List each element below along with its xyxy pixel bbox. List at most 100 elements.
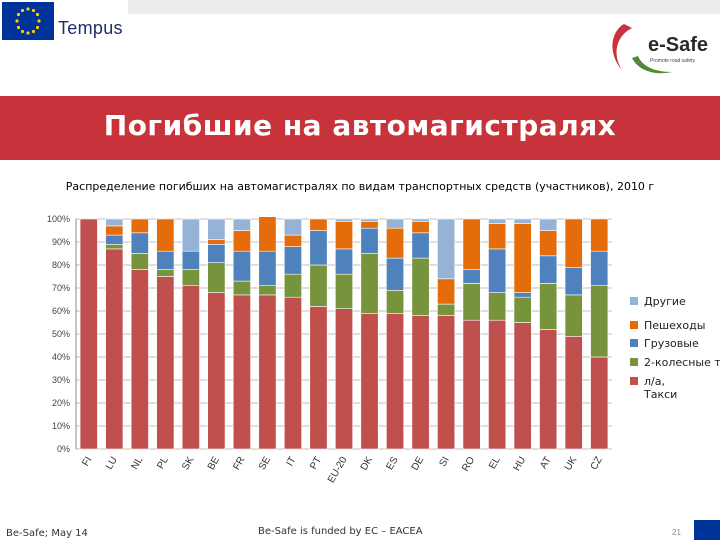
bar-segment <box>360 218 379 222</box>
bar-segment <box>488 292 507 321</box>
bar-segment <box>360 313 379 450</box>
legend-swatch <box>630 358 638 366</box>
x-tick-label: RO <box>460 455 477 474</box>
bar-segment <box>105 248 124 450</box>
bar-segment <box>539 283 558 330</box>
eu-flag-small-icon <box>694 520 720 540</box>
bar-segment <box>232 250 251 282</box>
x-tick-label: ES <box>384 455 400 472</box>
bar-segment <box>488 218 507 224</box>
bar-segment <box>207 218 226 241</box>
page-number: 21 <box>672 528 681 537</box>
bar-segment <box>207 262 226 293</box>
bar-segment <box>462 218 481 270</box>
bar-segment <box>181 285 200 450</box>
bar-segment <box>181 269 200 286</box>
bar-segment <box>335 220 353 250</box>
bar-segment <box>258 216 277 252</box>
bar-segment <box>207 239 226 245</box>
slide-title: Погибшие на автомагистралях <box>103 109 617 142</box>
bar-segment <box>309 306 328 450</box>
bar-segment <box>564 336 583 450</box>
y-tick-label: 40% <box>52 352 70 362</box>
bar-segment <box>258 285 277 296</box>
bar-segment <box>156 218 175 252</box>
bar-segment <box>437 315 456 450</box>
bar-segment <box>130 218 149 234</box>
bar-segment <box>386 218 405 229</box>
legend-swatch <box>630 321 638 329</box>
bar-segment <box>130 253 149 270</box>
bar-segment <box>130 232 149 254</box>
esafe-label: e-Safe <box>648 34 709 56</box>
y-tick-label: 60% <box>52 306 70 316</box>
bar-segment <box>513 296 532 323</box>
bar-segment <box>462 269 481 284</box>
x-tick-label: AT <box>538 455 554 471</box>
bar-segment <box>258 250 277 287</box>
bar-segment <box>539 255 558 284</box>
legend-label: Пешеходы <box>644 319 705 332</box>
bar-segment <box>232 280 251 296</box>
y-tick-label: 20% <box>52 398 70 408</box>
bar-segment <box>335 248 353 275</box>
x-tick-label: NL <box>129 455 145 472</box>
bar-segment <box>335 308 353 450</box>
bar-segment <box>386 290 405 314</box>
legend-swatch <box>630 377 638 385</box>
x-tick-label: PT <box>308 455 324 472</box>
bar-segment <box>283 273 302 298</box>
bar-segment <box>590 285 609 358</box>
bar-segment <box>513 292 532 298</box>
bar-segment <box>105 218 124 227</box>
footer-center: Be-Safe is funded by EC – EACEA <box>258 526 423 537</box>
y-tick-label: 0% <box>57 444 70 454</box>
bar-segment <box>564 266 583 296</box>
bar-segment <box>513 223 532 293</box>
bar-segment <box>360 253 379 314</box>
legend-label: 2-колесные т/с <box>644 356 720 369</box>
x-tick-label: FI <box>80 455 94 468</box>
tempus-label: Tempus <box>58 18 123 38</box>
bar-segment <box>156 250 175 270</box>
bar-segment <box>513 322 532 450</box>
x-tick-label: SI <box>437 455 451 469</box>
x-tick-label: CZ <box>589 455 605 472</box>
bar-segment <box>258 294 277 450</box>
bar-segment <box>181 218 200 252</box>
bar-segment <box>181 250 200 270</box>
bar-segment <box>386 313 405 450</box>
x-tick-label: PL <box>155 455 171 471</box>
eu-flag-icon <box>2 2 54 40</box>
bar-segment <box>360 220 379 229</box>
x-tick-label: EL <box>487 455 503 471</box>
bar-segment <box>539 218 558 231</box>
bar-segment <box>105 243 124 250</box>
bar-segment <box>437 303 456 316</box>
bar-segment <box>539 230 558 257</box>
y-tick-label: 30% <box>52 375 70 385</box>
bar-segment <box>335 273 353 309</box>
bar-segment <box>283 234 302 247</box>
x-tick-label: BE <box>206 455 222 472</box>
x-tick-label: LU <box>104 455 120 472</box>
bar-segment <box>360 227 379 254</box>
bar-segment <box>207 243 226 263</box>
legend-label: л/а, <box>644 375 665 388</box>
legend-label: Грузовые <box>644 337 699 350</box>
x-tick-label: DE <box>410 455 427 473</box>
esafe-tagline: Promote road safety <box>650 58 696 64</box>
y-tick-label: 90% <box>52 237 70 247</box>
bar-segment <box>156 269 175 277</box>
bar-segment <box>411 232 430 259</box>
x-tick-label: HU <box>512 455 529 473</box>
y-tick-label: 100% <box>47 214 70 224</box>
bar-segment <box>335 218 353 222</box>
bar-segment <box>207 292 226 450</box>
x-tick-label: IT <box>285 455 299 468</box>
bar-segment <box>590 356 609 450</box>
stacked-bar-chart: 0% 10% 20% 30% 40% 50% 60% 70% 80% 90% 100% FI LU NL P… <box>47 214 720 485</box>
bar-segment <box>564 294 583 337</box>
bar-segment <box>309 218 328 231</box>
x-tick-label: DK <box>359 455 376 473</box>
